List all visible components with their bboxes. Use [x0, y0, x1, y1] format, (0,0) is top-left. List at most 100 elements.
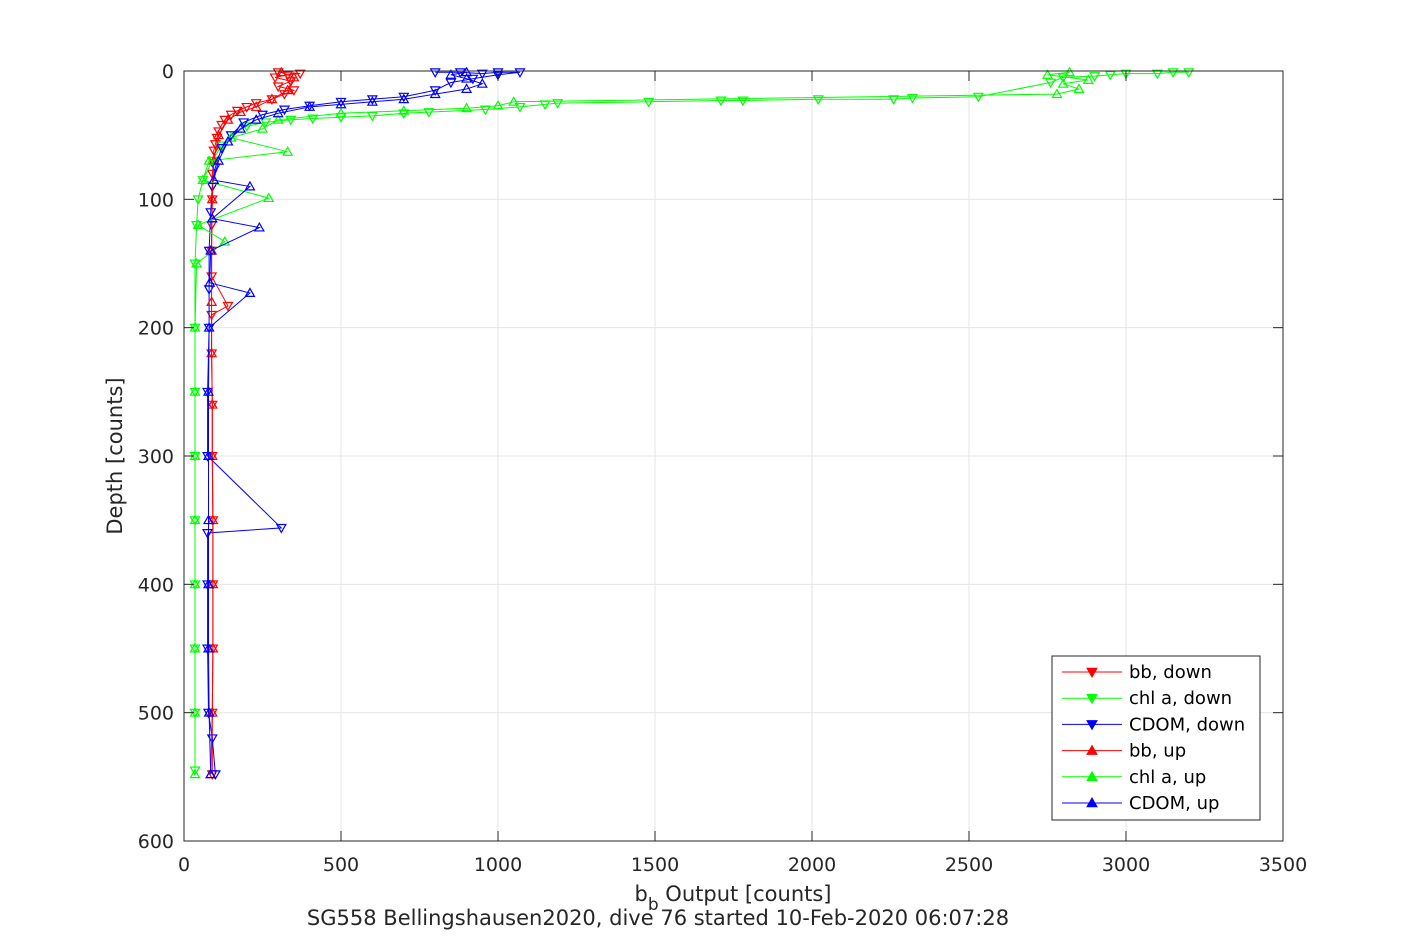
data-point	[906, 93, 919, 104]
x-axis-label: bb Output [counts]	[634, 882, 831, 915]
data-point	[213, 155, 225, 165]
data-point	[643, 97, 655, 108]
data-point	[206, 212, 218, 223]
data-point	[461, 66, 473, 77]
data-point	[461, 102, 473, 113]
data-point	[888, 95, 900, 105]
data-point	[189, 768, 201, 779]
data-point	[1057, 73, 1069, 84]
data-point	[972, 92, 984, 103]
data-point	[366, 95, 378, 105]
data-point	[282, 84, 294, 95]
x-tick-label: 3000	[1102, 854, 1150, 876]
x-tick-label: 0	[178, 854, 190, 876]
data-point	[189, 514, 201, 525]
data-point	[335, 98, 347, 109]
data-point	[244, 287, 256, 297]
data-point	[445, 78, 457, 89]
data-point	[266, 93, 278, 104]
data-point	[234, 106, 247, 117]
data-point	[812, 95, 824, 105]
data-point	[335, 97, 347, 108]
tick-layer: 0 500 1000 1500 2000 2500 3000 3500 0 100 200 300 40…	[138, 61, 1307, 876]
y-tick-label: 100	[138, 189, 174, 211]
data-point	[398, 105, 410, 115]
data-point	[275, 523, 287, 534]
legend-label: bb, up	[1129, 741, 1186, 762]
data-point	[216, 141, 228, 152]
legend-items: bb, down chl a, down CDOM, down bb, up chl a…	[1062, 662, 1245, 814]
legend-item-bb-up: bb, up	[1062, 741, 1186, 762]
data-point	[429, 88, 441, 99]
data-point	[737, 96, 749, 107]
data-point	[461, 72, 473, 83]
data-point	[429, 86, 441, 96]
data-point	[203, 706, 215, 717]
data-point	[189, 321, 201, 332]
data-point	[514, 102, 526, 113]
data-point	[508, 96, 520, 106]
data-point	[256, 123, 269, 133]
data-point	[213, 129, 225, 140]
data-point	[476, 78, 488, 88]
legend-box	[1051, 655, 1261, 821]
data-point	[222, 114, 234, 124]
data-point	[461, 83, 473, 93]
series-layer	[189, 66, 1195, 780]
data-point	[203, 155, 215, 165]
data-point	[288, 86, 300, 96]
data-point	[205, 768, 217, 779]
data-point	[206, 296, 218, 306]
x-axis-label-subscript: b	[648, 895, 659, 915]
data-point	[479, 105, 491, 116]
data-point	[256, 110, 269, 121]
data-point	[335, 113, 347, 123]
data-point	[398, 93, 410, 104]
data-point	[366, 96, 378, 106]
y-tick-label: 200	[138, 318, 174, 340]
data-point	[206, 193, 218, 204]
data-point	[269, 73, 281, 84]
x-axis-label-main: b	[634, 882, 647, 906]
legend-marker	[1086, 770, 1098, 782]
data-point	[234, 123, 247, 133]
data-point	[189, 259, 201, 270]
legend-marker	[1086, 796, 1098, 808]
legend-marker	[1086, 720, 1098, 731]
data-point	[467, 74, 479, 85]
data-point	[219, 235, 231, 246]
legend: bb, down chl a, down CDOM, down bb, up chl a…	[1051, 655, 1261, 821]
data-point	[1073, 83, 1085, 93]
y-tick-label: 600	[138, 831, 174, 853]
data-point	[307, 114, 319, 125]
data-point	[492, 68, 504, 78]
legend-label: chl a, down	[1129, 688, 1232, 709]
data-point	[1057, 78, 1069, 88]
data-point	[250, 101, 262, 111]
legend-label: chl a, up	[1129, 767, 1206, 788]
legend-item-chl-a-down: chl a, down	[1062, 688, 1232, 709]
data-point	[1183, 68, 1195, 78]
data-point	[282, 146, 294, 156]
data-point	[244, 180, 256, 191]
data-point	[1151, 69, 1163, 80]
data-point	[1167, 68, 1179, 78]
data-point	[335, 107, 347, 118]
data-point	[1063, 66, 1076, 77]
data-point	[423, 108, 435, 118]
data-point	[206, 156, 218, 167]
data-point	[250, 114, 262, 124]
data-point	[206, 347, 218, 358]
data-point	[1051, 88, 1063, 99]
data-point	[189, 450, 201, 460]
data-point	[241, 102, 253, 113]
y-axis-label: Depth [counts]	[103, 377, 127, 534]
x-tick-label: 2500	[945, 854, 993, 876]
y-tick-label: 400	[138, 574, 174, 596]
data-point	[208, 174, 220, 185]
data-point	[206, 398, 218, 409]
data-point	[205, 244, 217, 255]
data-point	[272, 114, 284, 124]
